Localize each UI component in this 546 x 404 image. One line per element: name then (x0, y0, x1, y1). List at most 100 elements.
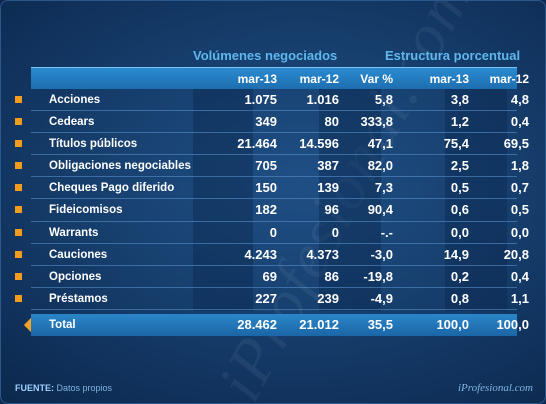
row-label: Opciones (49, 270, 102, 283)
table-row: Cedears 349 80 333,8 1,2 0,4 (15, 111, 529, 134)
table-cell: 0,4 (510, 268, 529, 284)
bullet-icon (15, 96, 22, 103)
row-divider (31, 286, 517, 288)
bullet-icon (15, 272, 22, 280)
table-cell: 82,0 (367, 158, 393, 174)
header-vol-mar13: mar-13 (237, 72, 277, 86)
total-row: Total 28.462 21.012 35,5 100,0 100,0 (31, 314, 529, 336)
table-cell: 1,8 (510, 158, 529, 174)
table-cell: 349 (255, 114, 277, 130)
total-value: 21.012 (299, 317, 339, 332)
table-row: Préstamos 227 239 -4,9 0,8 1,1 (15, 288, 529, 310)
bullet-icon (15, 294, 22, 302)
table-cell: 7,3 (374, 180, 393, 196)
table-cell: 4.373 (306, 246, 339, 262)
table-cell: 1.016 (306, 92, 339, 107)
row-label: Títulos públicos (49, 138, 138, 151)
total-label: Total (49, 319, 76, 331)
table-cell: 0,4 (510, 114, 529, 130)
table-row: Acciones 1.075 1.016 5,8 3,8 4,8 (15, 89, 529, 112)
row-label: Obligaciones negociables (49, 160, 191, 173)
total-value: 28.462 (237, 317, 277, 332)
table-cell: 227 (255, 290, 277, 306)
table-cell: 150 (255, 180, 277, 196)
table-cell: 80 (324, 114, 339, 130)
table-cell: 0,5 (450, 180, 469, 196)
header-var-pct: Var % (360, 72, 393, 86)
row-divider (31, 220, 517, 222)
column-shade (445, 89, 507, 311)
table-cell: 96 (324, 202, 339, 218)
total-value: 35,5 (367, 317, 393, 332)
row-divider (31, 110, 517, 112)
group-title-volumes: Volúmenes negociados (193, 48, 338, 63)
row-divider (31, 176, 517, 178)
bullet-icon (15, 228, 22, 236)
table-cell: 333,8 (360, 114, 393, 130)
table-cell: 0,6 (450, 202, 469, 218)
table-cell: 2,5 (450, 158, 469, 174)
source-label: FUENTE: (15, 383, 54, 393)
table-cell: -3,0 (370, 246, 393, 262)
bullet-icon (15, 162, 22, 170)
row-label: Cedears (49, 116, 95, 129)
table-cell: 90,4 (367, 202, 393, 218)
table-cell: 182 (255, 202, 277, 218)
table-row: Obligaciones negociables 705 387 82,0 2,5 1,8 (15, 155, 529, 178)
table-cell: 5,8 (374, 92, 393, 107)
group-title-structure: Estructura porcentual (385, 48, 521, 63)
table-row: Cauciones 4.243 4.373 -3,0 14,9 20,8 (15, 244, 529, 266)
header-vol-mar12: mar-12 (299, 72, 339, 86)
column-shade (319, 89, 381, 311)
row-label: Warrants (49, 226, 99, 239)
header-est-mar12: mar-12 (489, 72, 529, 86)
table-cell: -.- (380, 224, 393, 240)
row-label: Cheques Pago diferido (49, 182, 175, 195)
table-row: Fideicomisos 182 96 90,4 0,6 0,5 (15, 199, 529, 222)
table-cell: 239 (317, 290, 339, 306)
row-divider (31, 308, 517, 310)
column-header-bar: mar-13 mar-12 Var % mar-13 mar-12 (31, 67, 529, 89)
table-cell: 1,1 (510, 290, 529, 306)
bullet-icon (15, 206, 22, 214)
row-divider (31, 154, 517, 156)
table-cell: -4,9 (370, 290, 393, 306)
row-label: Préstamos (49, 292, 108, 305)
table-row: Warrants 0 0 -.- 0,0 0,0 (15, 222, 529, 244)
table-cell: 0 (331, 224, 339, 240)
table-cell: 705 (255, 158, 277, 174)
table-cell: 75,4 (443, 136, 469, 152)
total-value: 100,0 (496, 317, 529, 332)
source-note: FUENTE: Datos propios (15, 383, 112, 393)
table-cell: 47,1 (367, 136, 393, 152)
total-value: 100,0 (436, 317, 469, 332)
table-cell: 20,8 (503, 246, 529, 262)
data-table: Acciones 1.075 1.016 5,8 3,8 4,8 Cedears 349 80 3… (15, 89, 529, 310)
table-row: Cheques Pago diferido 150 139 7,3 0,5 0,7 (15, 177, 529, 200)
table-cell: -19,8 (363, 268, 393, 284)
table-row: Títulos públicos 21.464 14.596 47,1 75,4 69,5 (15, 133, 529, 156)
row-label: Acciones (49, 94, 101, 106)
table-cell: 0,0 (450, 224, 469, 240)
source-text: Datos propios (56, 383, 113, 393)
bullet-icon (15, 250, 22, 258)
table-cell: 0,0 (510, 224, 529, 240)
table-cell: 0 (269, 224, 277, 240)
row-label: Cauciones (49, 248, 108, 261)
table-cell: 0,2 (450, 268, 469, 284)
table-cell: 69,5 (503, 136, 529, 152)
table-cell: 14,9 (443, 246, 469, 262)
table-cell: 387 (317, 158, 339, 174)
table-cell: 1.075 (244, 92, 277, 107)
row-label: Fideicomisos (49, 204, 123, 217)
table-cell: 139 (317, 180, 339, 196)
brand-credit: iProfesional.com (457, 382, 533, 394)
table-cell: 3,8 (450, 92, 469, 107)
bullet-icon (15, 184, 22, 192)
column-shade (193, 89, 253, 311)
table-cell: 1,2 (450, 114, 469, 130)
bullet-icon (15, 140, 22, 148)
table-row: Opciones 69 86 -19,8 0,2 0,4 (15, 266, 529, 288)
table-cell: 4,8 (510, 92, 529, 107)
